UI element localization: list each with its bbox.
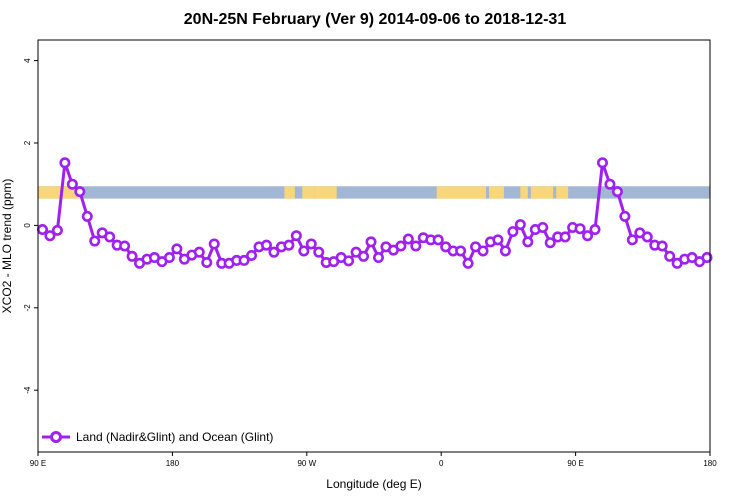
data-point (492, 234, 504, 246)
y-axis-label: XCO2 - MLO trend (ppm) (0, 179, 14, 314)
data-point (290, 230, 302, 242)
data-point (283, 239, 295, 251)
data-point (89, 235, 101, 247)
data-point (544, 237, 556, 249)
data-point (59, 157, 71, 169)
data-point (260, 239, 272, 251)
data-point (66, 178, 78, 190)
data-point (582, 230, 594, 242)
data-point (626, 234, 638, 246)
data-point (171, 243, 183, 255)
legend: Land (Nadir&Glint) and Ocean (Glint) (42, 430, 273, 444)
data-point (313, 246, 325, 258)
land-band-3 (314, 186, 337, 199)
data-point (268, 246, 280, 258)
series-layer (36, 157, 713, 269)
data-point (402, 233, 414, 245)
data-point (201, 256, 213, 268)
plot-frame (37, 39, 711, 453)
data-point (596, 157, 608, 169)
land-ocean-strip (38, 186, 710, 199)
data-point (477, 245, 489, 257)
data-point (432, 234, 444, 246)
data-point (36, 224, 48, 236)
land-band-1 (284, 186, 295, 199)
data-point (372, 252, 384, 264)
data-point (641, 231, 653, 243)
data-point (611, 186, 623, 198)
data-point (126, 250, 138, 262)
data-point (701, 252, 713, 264)
data-point (604, 178, 616, 190)
data-point (51, 224, 63, 236)
data-point (298, 245, 310, 257)
data-point (537, 221, 549, 233)
x-axis-label: Longitude (deg E) (326, 477, 421, 491)
data-point (522, 236, 534, 248)
x-tick-label: 90 W (297, 459, 316, 468)
data-point (619, 210, 631, 222)
data-point (499, 245, 511, 257)
data-point (81, 210, 93, 222)
land-band-2 (302, 186, 315, 199)
data-point (395, 240, 407, 252)
x-tick-label: 180 (166, 459, 180, 468)
y-tick-label: -2 (23, 304, 32, 312)
data-point (455, 245, 467, 257)
chart-title: 20N-25N February (Ver 9) 2014-09-06 to 2… (184, 11, 567, 28)
data-point (208, 238, 220, 250)
data-point (238, 254, 250, 266)
x-tick-label: 180 (703, 459, 717, 468)
x-tick-label: 90 E (30, 459, 46, 468)
land-band-6 (520, 186, 528, 199)
data-point (163, 252, 175, 264)
x-tick-label: 90 E (567, 459, 583, 468)
data-point (44, 230, 56, 242)
land-band-7 (530, 186, 554, 199)
y-axis: 4 2 0 -2 -4 (23, 58, 38, 394)
data-point (104, 231, 116, 243)
data-point (410, 240, 422, 252)
data-point (559, 231, 571, 243)
land-band-4 (436, 186, 486, 199)
data-point (246, 249, 258, 261)
data-point (589, 224, 601, 236)
data-point (119, 240, 131, 252)
y-tick-label: -4 (23, 386, 32, 394)
y-tick-label: 0 (23, 223, 32, 228)
data-point (365, 236, 377, 248)
data-point (656, 240, 668, 252)
data-point (74, 186, 86, 198)
y-tick-label: 4 (23, 58, 32, 63)
series-line (41, 161, 708, 265)
land-band-8 (556, 186, 569, 199)
x-tick-label: 0 (439, 459, 444, 468)
legend-label: Land (Nadir&Glint) and Ocean (Glint) (76, 430, 273, 444)
land-band-5 (488, 186, 504, 199)
y-tick-label: 2 (23, 140, 32, 145)
data-point (507, 226, 519, 238)
x-axis: 90 E 180 90 W 0 90 E 180 (30, 452, 717, 468)
data-point (514, 219, 526, 231)
data-point (305, 238, 317, 250)
data-point (664, 250, 676, 262)
data-point (462, 257, 474, 269)
data-point (358, 250, 370, 262)
data-point (574, 223, 586, 235)
data-point (193, 246, 205, 258)
legend-marker-swatch (50, 431, 62, 443)
data-point (343, 255, 355, 267)
